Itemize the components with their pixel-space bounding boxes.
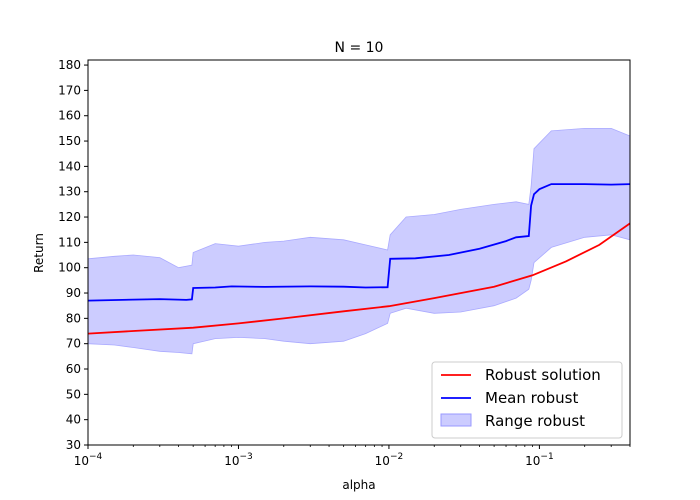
x-axis: 10−4 10−3 10−2 10−1 <box>74 445 631 468</box>
y-tick-label: 30 <box>66 438 81 452</box>
y-tick-label: 160 <box>58 109 81 123</box>
x-tick-label: 10−2 <box>375 452 404 468</box>
y-tick-label: 60 <box>66 362 81 376</box>
legend-box <box>431 361 623 439</box>
y-tick-label: 100 <box>58 261 81 275</box>
chart-title: N = 10 <box>335 40 384 56</box>
y-tick-label: 90 <box>66 286 81 300</box>
x-tick-label: 10−1 <box>525 452 554 468</box>
y-tick-label: 110 <box>58 235 81 249</box>
legend-label-mean-robust: Mean robust <box>485 389 578 407</box>
y-axis: 30 40 50 60 70 80 90 100 110 120 130 140 150 160 170 18… <box>58 58 88 452</box>
y-tick-label: 140 <box>58 159 81 173</box>
y-tick-label: 170 <box>58 83 81 97</box>
y-tick-label: 120 <box>58 210 81 224</box>
y-tick-label: 130 <box>58 185 81 199</box>
y-tick-label: 40 <box>66 413 81 427</box>
legend-swatch-range-robust <box>440 413 472 427</box>
legend-label-robust-solution: Robust solution <box>485 366 601 384</box>
legend: Robust solution Mean robust Range robust <box>431 361 623 439</box>
y-axis-label: Return <box>32 233 46 273</box>
x-axis-label: alpha <box>342 478 375 492</box>
y-tick-label: 50 <box>66 387 81 401</box>
x-tick-label: 10−4 <box>74 452 103 468</box>
y-tick-label: 70 <box>66 337 81 351</box>
axes-frame <box>87 59 631 446</box>
y-tick-label: 150 <box>58 134 81 148</box>
y-tick-label: 80 <box>66 311 81 325</box>
y-tick-label: 180 <box>58 58 81 72</box>
plot-area <box>87 128 631 355</box>
x-tick-label: 10−3 <box>224 452 253 468</box>
legend-label-range-robust: Range robust <box>485 412 585 430</box>
series-line-robust-solution <box>87 222 631 335</box>
series-line-mean-robust <box>87 183 631 302</box>
series-band-range-robust <box>87 128 631 355</box>
